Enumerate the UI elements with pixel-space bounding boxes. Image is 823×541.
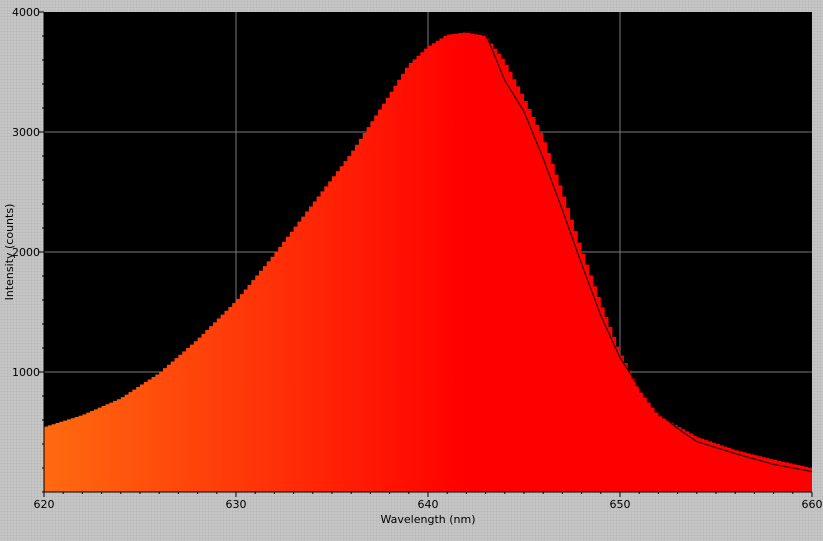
axes: 620 630 640 650 660 1000 2000 3000 4000 <box>12 6 823 511</box>
x-tick-label: 620 <box>34 498 55 511</box>
x-tick-label: 640 <box>418 498 439 511</box>
x-tick-label: 630 <box>226 498 247 511</box>
y-tick-label: 2000 <box>12 246 40 259</box>
y-axis-label: Intensity (counts) <box>3 204 16 301</box>
x-axis-label: Wavelength (nm) <box>380 513 475 526</box>
fit-line <box>466 30 813 473</box>
spectrum-area <box>44 32 812 492</box>
x-tick-label: 650 <box>610 498 631 511</box>
x-tick-label: 660 <box>802 498 823 511</box>
y-tick-label: 4000 <box>12 6 40 19</box>
y-tick-label: 1000 <box>12 366 40 379</box>
y-tick-label: 3000 <box>12 126 40 139</box>
